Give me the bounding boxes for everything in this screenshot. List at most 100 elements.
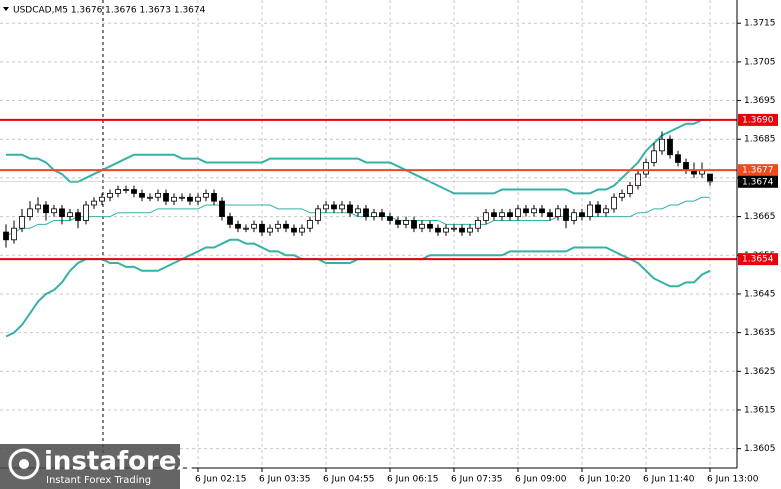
candle-body <box>427 223 433 229</box>
candle-body <box>51 208 57 214</box>
candle-body <box>563 208 569 221</box>
logo-icon <box>8 448 40 480</box>
candle-body <box>259 223 265 233</box>
chart-title: USDCAD,M5 1.3676 1.3676 1.3673 1.3674 <box>13 6 206 16</box>
level-label: 1.3677 <box>742 166 774 176</box>
x-tick-label: 6 Jun 09:00 <box>515 475 567 485</box>
candle-body <box>19 216 25 229</box>
band-line <box>6 118 710 195</box>
level-label-bg <box>738 113 778 126</box>
level-label-bg <box>738 253 778 266</box>
candle-body <box>451 227 457 230</box>
candle-body <box>35 204 41 210</box>
candle-body <box>27 208 33 217</box>
candle-body <box>483 212 489 221</box>
candle-body <box>627 185 633 194</box>
candle-body <box>131 189 137 194</box>
candle-body <box>219 200 225 217</box>
candle-body <box>523 208 529 214</box>
candle-body <box>675 154 681 163</box>
candle-body <box>435 227 441 233</box>
y-tick-label: 1.3665 <box>744 212 776 222</box>
candle-body <box>155 192 161 198</box>
candle-body <box>243 227 249 230</box>
candle-body <box>251 223 257 229</box>
candle-body <box>683 162 689 171</box>
candle-body <box>339 204 345 210</box>
x-tick-label: 6 Jun 03:35 <box>259 475 310 485</box>
y-tick-label: 1.3625 <box>744 367 776 377</box>
y-tick-label: 1.3715 <box>744 19 776 29</box>
candle-body <box>179 196 185 199</box>
candle-body <box>619 192 625 198</box>
candle-body <box>323 204 329 210</box>
candle-body <box>275 223 281 229</box>
candle-body <box>235 223 241 229</box>
candle-body <box>659 138 665 152</box>
candle-body <box>291 227 297 233</box>
y-tick-label: 1.3705 <box>744 57 776 67</box>
candle-body <box>67 212 73 217</box>
x-tick-label: 6 Jun 02:15 <box>195 475 246 485</box>
candle-body <box>707 173 713 183</box>
y-tick-label: 1.3695 <box>744 96 776 106</box>
candle-body <box>227 216 233 225</box>
candle-body <box>11 227 17 241</box>
candle-body <box>147 196 153 199</box>
candle-body <box>307 220 313 229</box>
candle-body <box>283 223 289 229</box>
candle-body <box>379 212 385 217</box>
candle-body <box>611 196 617 210</box>
y-tick-label: 1.3605 <box>744 444 776 454</box>
candle-body <box>411 220 417 229</box>
level-label-bg <box>738 164 778 177</box>
candle-body <box>555 208 561 217</box>
candle-body <box>579 212 585 217</box>
candle-body <box>347 204 353 214</box>
level-label: 1.3690 <box>742 115 774 125</box>
candle-body <box>171 196 177 202</box>
candle-body <box>43 204 49 214</box>
candle-body <box>419 223 425 229</box>
logo: instaforex Instant Forex Trading <box>0 444 194 489</box>
y-tick-label: 1.3615 <box>744 405 776 415</box>
level-label: 1.3654 <box>742 255 774 265</box>
candle-body <box>403 220 409 225</box>
candle-body <box>571 212 577 221</box>
candle-body <box>83 204 89 221</box>
candle-body <box>499 212 505 217</box>
x-tick-label: 6 Jun 11:40 <box>643 475 695 485</box>
candle-body <box>371 212 377 217</box>
candle-body <box>355 208 361 214</box>
candle-body <box>507 212 513 217</box>
last-price-label: 1.3674 <box>742 177 774 187</box>
candle-body <box>595 204 601 214</box>
y-tick-label: 1.3685 <box>744 135 776 145</box>
candle-body <box>467 227 473 233</box>
candle-body <box>643 162 649 175</box>
candle-body <box>299 227 305 233</box>
candle-body <box>603 208 609 214</box>
candle-body <box>91 200 97 206</box>
candle-body <box>3 231 9 241</box>
candle-body <box>195 196 201 202</box>
axis-labels: 1.37151.37051.36951.36851.36751.36651.36… <box>195 19 778 485</box>
x-tick-label: 6 Jun 13:00 <box>707 475 759 485</box>
candle-body <box>59 208 65 217</box>
menu-arrow[interactable] <box>3 7 9 11</box>
candle-body <box>491 212 497 217</box>
grid <box>0 0 737 468</box>
candle-body <box>267 227 273 233</box>
candle-body <box>187 196 193 202</box>
y-tick-label: 1.3635 <box>744 328 776 338</box>
x-tick-label: 6 Jun 10:20 <box>579 475 631 485</box>
candle-body <box>115 189 121 194</box>
candle-body <box>315 208 321 221</box>
logo-name: instaforex <box>44 447 194 477</box>
candle-body <box>667 138 673 156</box>
candle-body <box>123 189 129 191</box>
candle-body <box>211 192 217 202</box>
candle-body <box>515 208 521 217</box>
